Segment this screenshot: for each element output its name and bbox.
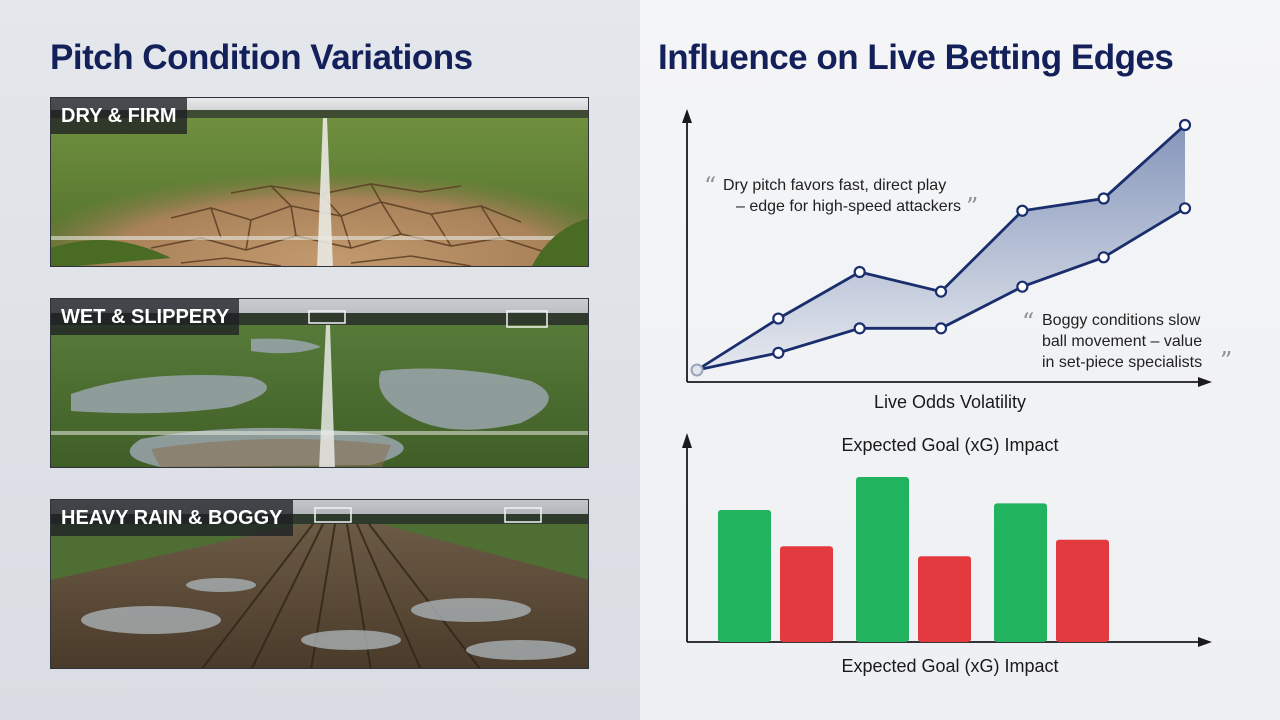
series-0-point-1 <box>772 312 785 325</box>
series-0-point-6 <box>1178 118 1192 132</box>
line-chart-axes <box>682 109 1212 387</box>
bar-chart-x-axis-label: Expected Goal (xG) Impact <box>841 656 1058 676</box>
right-panel-title: Influence on Live Betting Edges <box>658 38 1174 77</box>
annotation-dry-pitch: “ Dry pitch favors fast, direct play – e… <box>704 172 978 221</box>
odds-volatility-line-chart: “ Dry pitch favors fast, direct play – e… <box>682 109 1232 412</box>
series-1-point-1 <box>772 346 785 359</box>
dry-pitch-image <box>51 98 588 266</box>
left-panel-title: Pitch Condition Variations <box>50 38 473 77</box>
xg-bar-group-2-series-0 <box>994 503 1047 642</box>
annotation-boggy-open-quote: “ <box>1022 308 1034 336</box>
line-chart-x-axis-label: Live Odds Volatility <box>874 392 1026 412</box>
bar-chart-title: Expected Goal (xG) Impact <box>841 435 1058 455</box>
pitch-card-wet-slippery: WET & SLIPPERY <box>50 298 589 468</box>
pitch-label-dry: DRY & FIRM <box>51 98 187 134</box>
xg-bar-group-1-series-1 <box>918 556 971 642</box>
annotation-boggy-line-2: ball movement – value <box>1042 333 1202 350</box>
pitch-label-boggy: HEAVY RAIN & BOGGY <box>51 500 293 536</box>
volatility-band-area <box>697 125 1185 370</box>
series-lower-points <box>772 202 1192 359</box>
xg-bar-group-1-series-0 <box>856 477 909 642</box>
xg-bars <box>718 477 1109 642</box>
xg-impact-bar-chart: Expected Goal (xG) Impact Expected Goal … <box>682 433 1212 676</box>
series-upper-points <box>690 118 1192 377</box>
series-1-point-5 <box>1097 251 1110 264</box>
xg-bar-group-0-series-0 <box>718 510 771 642</box>
annotation-boggy-close-quote: ” <box>1220 347 1232 375</box>
series-0-point-2 <box>853 265 866 279</box>
annotation-boggy-line-1: Boggy conditions slow <box>1042 312 1201 329</box>
annotation-dry-close-quote: ” <box>966 193 978 221</box>
pitch-card-dry-firm: DRY & FIRM <box>50 97 589 267</box>
series-1-point-3 <box>934 322 948 335</box>
series-1-point-6 <box>1178 202 1192 215</box>
annotation-boggy: “ Boggy conditions slow ball movement – … <box>1022 308 1232 375</box>
pitch-conditions-panel: Pitch Condition Variations <box>0 0 640 720</box>
annotation-boggy-line-3: in set-piece specialists <box>1042 354 1202 371</box>
xg-bar-group-0-series-1 <box>780 546 833 642</box>
pitch-label-wet: WET & SLIPPERY <box>51 299 240 335</box>
betting-edges-panel: Influence on Live Betting Edges “ Dry pi… <box>640 0 1280 720</box>
series-0-point-4 <box>1016 204 1029 217</box>
annotation-dry-line-1: Dry pitch favors fast, direct play <box>723 177 946 194</box>
series-1-point-2 <box>853 322 866 335</box>
series-1-point-4 <box>1016 280 1029 293</box>
series-0-point-3 <box>934 285 948 298</box>
series-0-point-5 <box>1097 192 1110 205</box>
xg-bar-group-2-series-1 <box>1056 539 1109 642</box>
series-origin-point <box>690 363 704 377</box>
annotation-dry-line-2: – edge for high-speed attackers <box>736 198 961 215</box>
annotation-dry-open-quote: “ <box>704 172 716 200</box>
pitch-card-heavy-rain-boggy: HEAVY RAIN & BOGGY <box>50 499 589 669</box>
